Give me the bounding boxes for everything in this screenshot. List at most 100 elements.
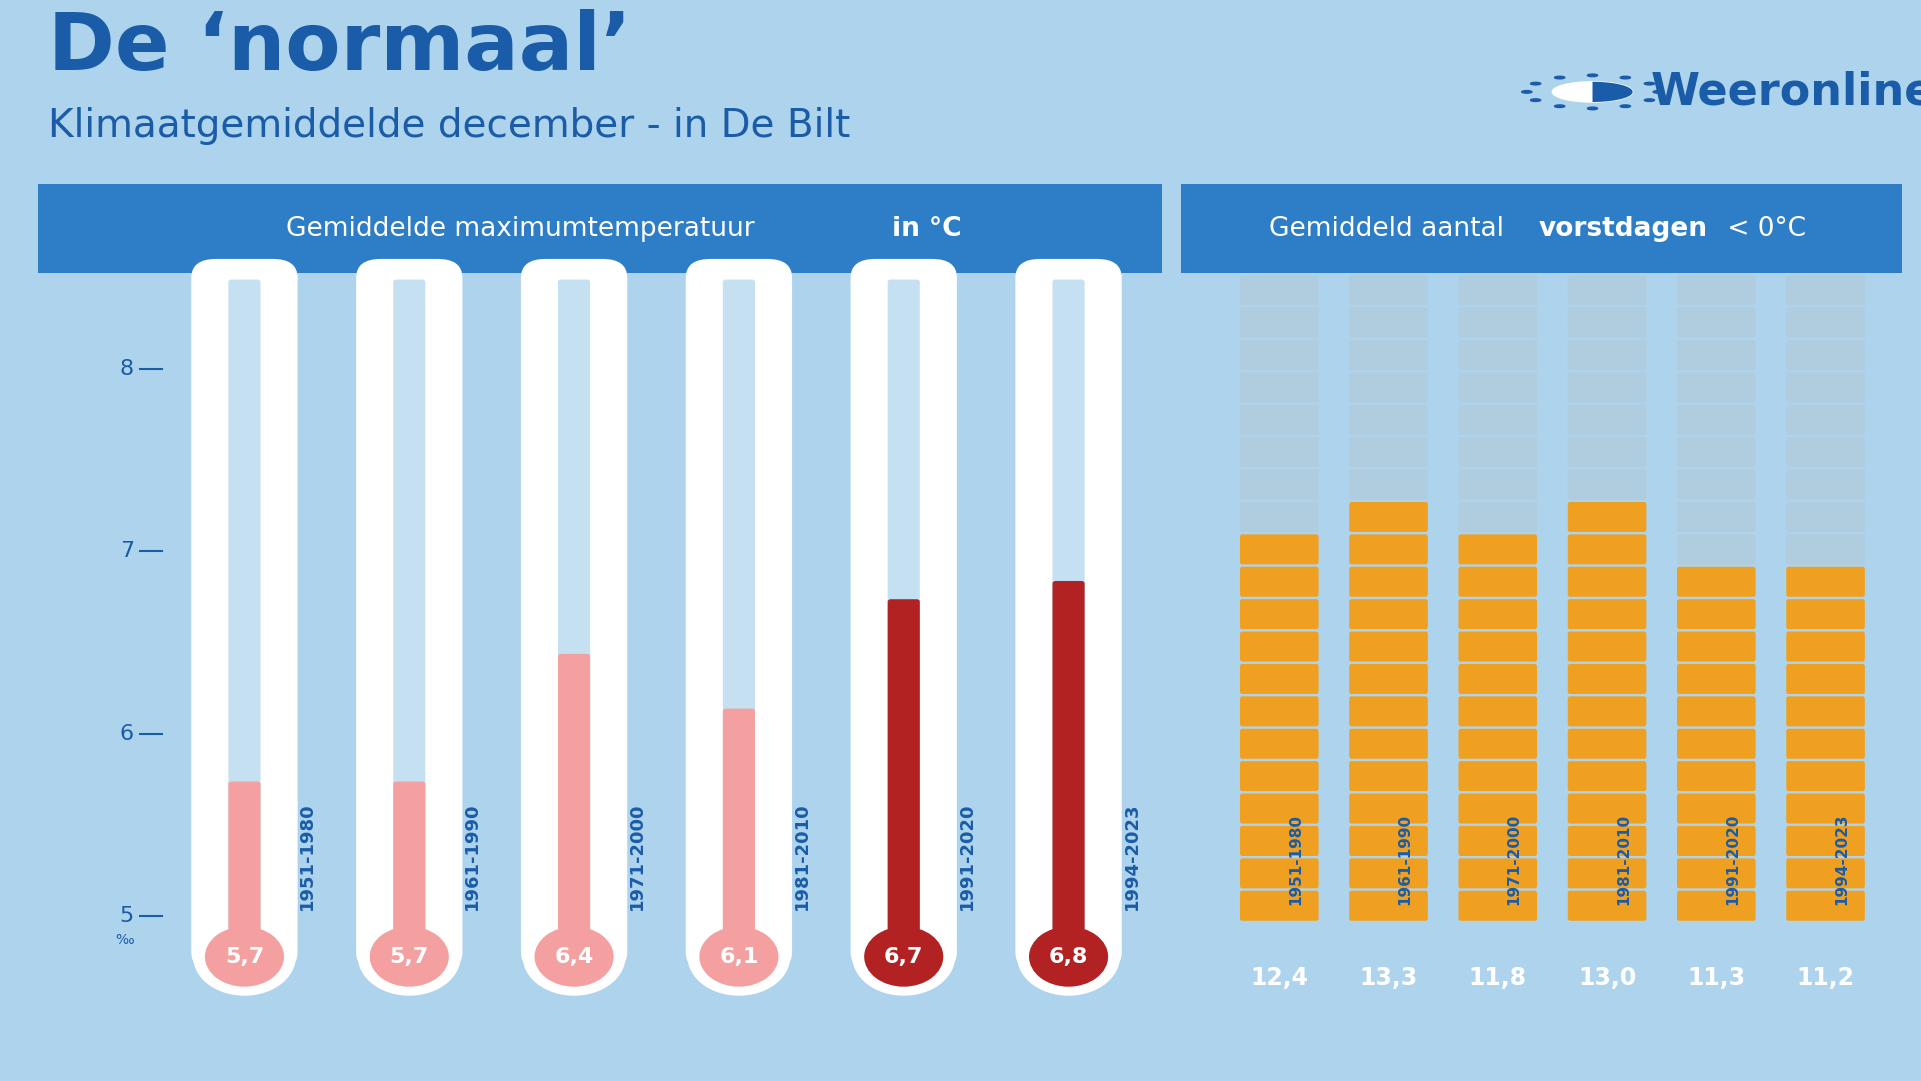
Text: 1981-2010: 1981-2010 <box>1616 814 1631 906</box>
FancyBboxPatch shape <box>1787 761 1865 791</box>
FancyBboxPatch shape <box>1568 372 1646 402</box>
FancyBboxPatch shape <box>1239 566 1318 597</box>
Circle shape <box>1554 77 1566 79</box>
Circle shape <box>1587 75 1598 77</box>
Text: 11,3: 11,3 <box>1687 966 1746 990</box>
Text: 5: 5 <box>119 906 134 926</box>
Circle shape <box>369 926 450 987</box>
FancyBboxPatch shape <box>1677 696 1756 726</box>
FancyBboxPatch shape <box>686 259 791 971</box>
FancyBboxPatch shape <box>521 259 628 971</box>
Text: 6,4: 6,4 <box>555 947 594 966</box>
FancyBboxPatch shape <box>1349 276 1427 305</box>
FancyBboxPatch shape <box>1787 502 1865 532</box>
FancyBboxPatch shape <box>1787 404 1865 435</box>
FancyBboxPatch shape <box>1349 502 1427 532</box>
FancyBboxPatch shape <box>1568 729 1646 759</box>
Circle shape <box>864 926 943 987</box>
Text: 6,1: 6,1 <box>718 947 759 966</box>
FancyBboxPatch shape <box>1677 276 1756 305</box>
FancyBboxPatch shape <box>1677 372 1756 402</box>
FancyBboxPatch shape <box>1677 793 1756 824</box>
FancyBboxPatch shape <box>1239 404 1318 435</box>
Circle shape <box>1619 105 1631 107</box>
FancyBboxPatch shape <box>1787 664 1865 694</box>
FancyBboxPatch shape <box>1458 729 1537 759</box>
Circle shape <box>1644 82 1654 85</box>
FancyBboxPatch shape <box>1677 631 1756 662</box>
Circle shape <box>1531 82 1541 85</box>
FancyBboxPatch shape <box>1568 826 1646 856</box>
FancyBboxPatch shape <box>722 280 755 950</box>
Text: 1994-2023: 1994-2023 <box>1835 814 1850 906</box>
Text: De ‘normaal’: De ‘normaal’ <box>48 9 632 88</box>
FancyBboxPatch shape <box>1787 308 1865 337</box>
FancyBboxPatch shape <box>1787 891 1865 921</box>
Text: 13,3: 13,3 <box>1360 966 1418 990</box>
FancyBboxPatch shape <box>1239 308 1318 337</box>
FancyBboxPatch shape <box>1787 858 1865 889</box>
FancyBboxPatch shape <box>229 782 261 950</box>
FancyBboxPatch shape <box>1458 502 1537 532</box>
FancyBboxPatch shape <box>1239 761 1318 791</box>
FancyBboxPatch shape <box>1239 534 1318 564</box>
Circle shape <box>523 918 626 996</box>
Text: Gemiddelde maximumtemperatuur: Gemiddelde maximumtemperatuur <box>286 215 763 242</box>
FancyBboxPatch shape <box>1458 858 1537 889</box>
FancyBboxPatch shape <box>1568 664 1646 694</box>
Text: 7: 7 <box>119 542 134 561</box>
FancyBboxPatch shape <box>394 782 425 950</box>
FancyBboxPatch shape <box>1239 826 1318 856</box>
Circle shape <box>357 918 461 996</box>
FancyBboxPatch shape <box>192 259 298 971</box>
Circle shape <box>1587 107 1598 109</box>
FancyBboxPatch shape <box>1677 437 1756 467</box>
FancyBboxPatch shape <box>1458 631 1537 662</box>
FancyBboxPatch shape <box>1787 793 1865 824</box>
FancyBboxPatch shape <box>355 259 463 971</box>
Circle shape <box>1030 926 1108 987</box>
Text: 5,7: 5,7 <box>390 947 428 966</box>
Circle shape <box>192 918 296 996</box>
FancyBboxPatch shape <box>1349 891 1427 921</box>
FancyBboxPatch shape <box>1677 534 1756 564</box>
Text: vorstdagen: vorstdagen <box>1539 215 1708 242</box>
FancyBboxPatch shape <box>1568 502 1646 532</box>
Text: 6: 6 <box>119 723 134 744</box>
Text: 1981-2010: 1981-2010 <box>793 802 811 909</box>
FancyBboxPatch shape <box>1239 858 1318 889</box>
FancyBboxPatch shape <box>1181 184 1902 273</box>
Text: < 0°C: < 0°C <box>1719 215 1806 242</box>
FancyBboxPatch shape <box>1787 696 1865 726</box>
FancyBboxPatch shape <box>1458 437 1537 467</box>
FancyBboxPatch shape <box>1239 599 1318 629</box>
FancyBboxPatch shape <box>1239 276 1318 305</box>
FancyBboxPatch shape <box>1458 339 1537 370</box>
Text: 6,8: 6,8 <box>1049 947 1087 966</box>
FancyBboxPatch shape <box>1787 339 1865 370</box>
FancyBboxPatch shape <box>1787 469 1865 499</box>
FancyBboxPatch shape <box>1677 404 1756 435</box>
FancyBboxPatch shape <box>1568 858 1646 889</box>
FancyBboxPatch shape <box>1458 793 1537 824</box>
Text: 5,7: 5,7 <box>225 947 263 966</box>
FancyBboxPatch shape <box>1458 469 1537 499</box>
Text: Gemiddeld aantal: Gemiddeld aantal <box>1270 215 1512 242</box>
FancyBboxPatch shape <box>1239 729 1318 759</box>
FancyBboxPatch shape <box>1458 761 1537 791</box>
FancyBboxPatch shape <box>1458 372 1537 402</box>
FancyBboxPatch shape <box>1677 858 1756 889</box>
FancyBboxPatch shape <box>1458 891 1537 921</box>
FancyBboxPatch shape <box>1568 566 1646 597</box>
FancyBboxPatch shape <box>1239 696 1318 726</box>
FancyBboxPatch shape <box>1787 437 1865 467</box>
Text: ‰: ‰ <box>115 933 134 947</box>
Text: 1991-2020: 1991-2020 <box>959 802 976 909</box>
FancyBboxPatch shape <box>1349 372 1427 402</box>
FancyBboxPatch shape <box>394 280 425 950</box>
FancyBboxPatch shape <box>1568 891 1646 921</box>
FancyBboxPatch shape <box>1458 308 1537 337</box>
FancyBboxPatch shape <box>1677 826 1756 856</box>
FancyBboxPatch shape <box>1349 404 1427 435</box>
FancyBboxPatch shape <box>1239 664 1318 694</box>
